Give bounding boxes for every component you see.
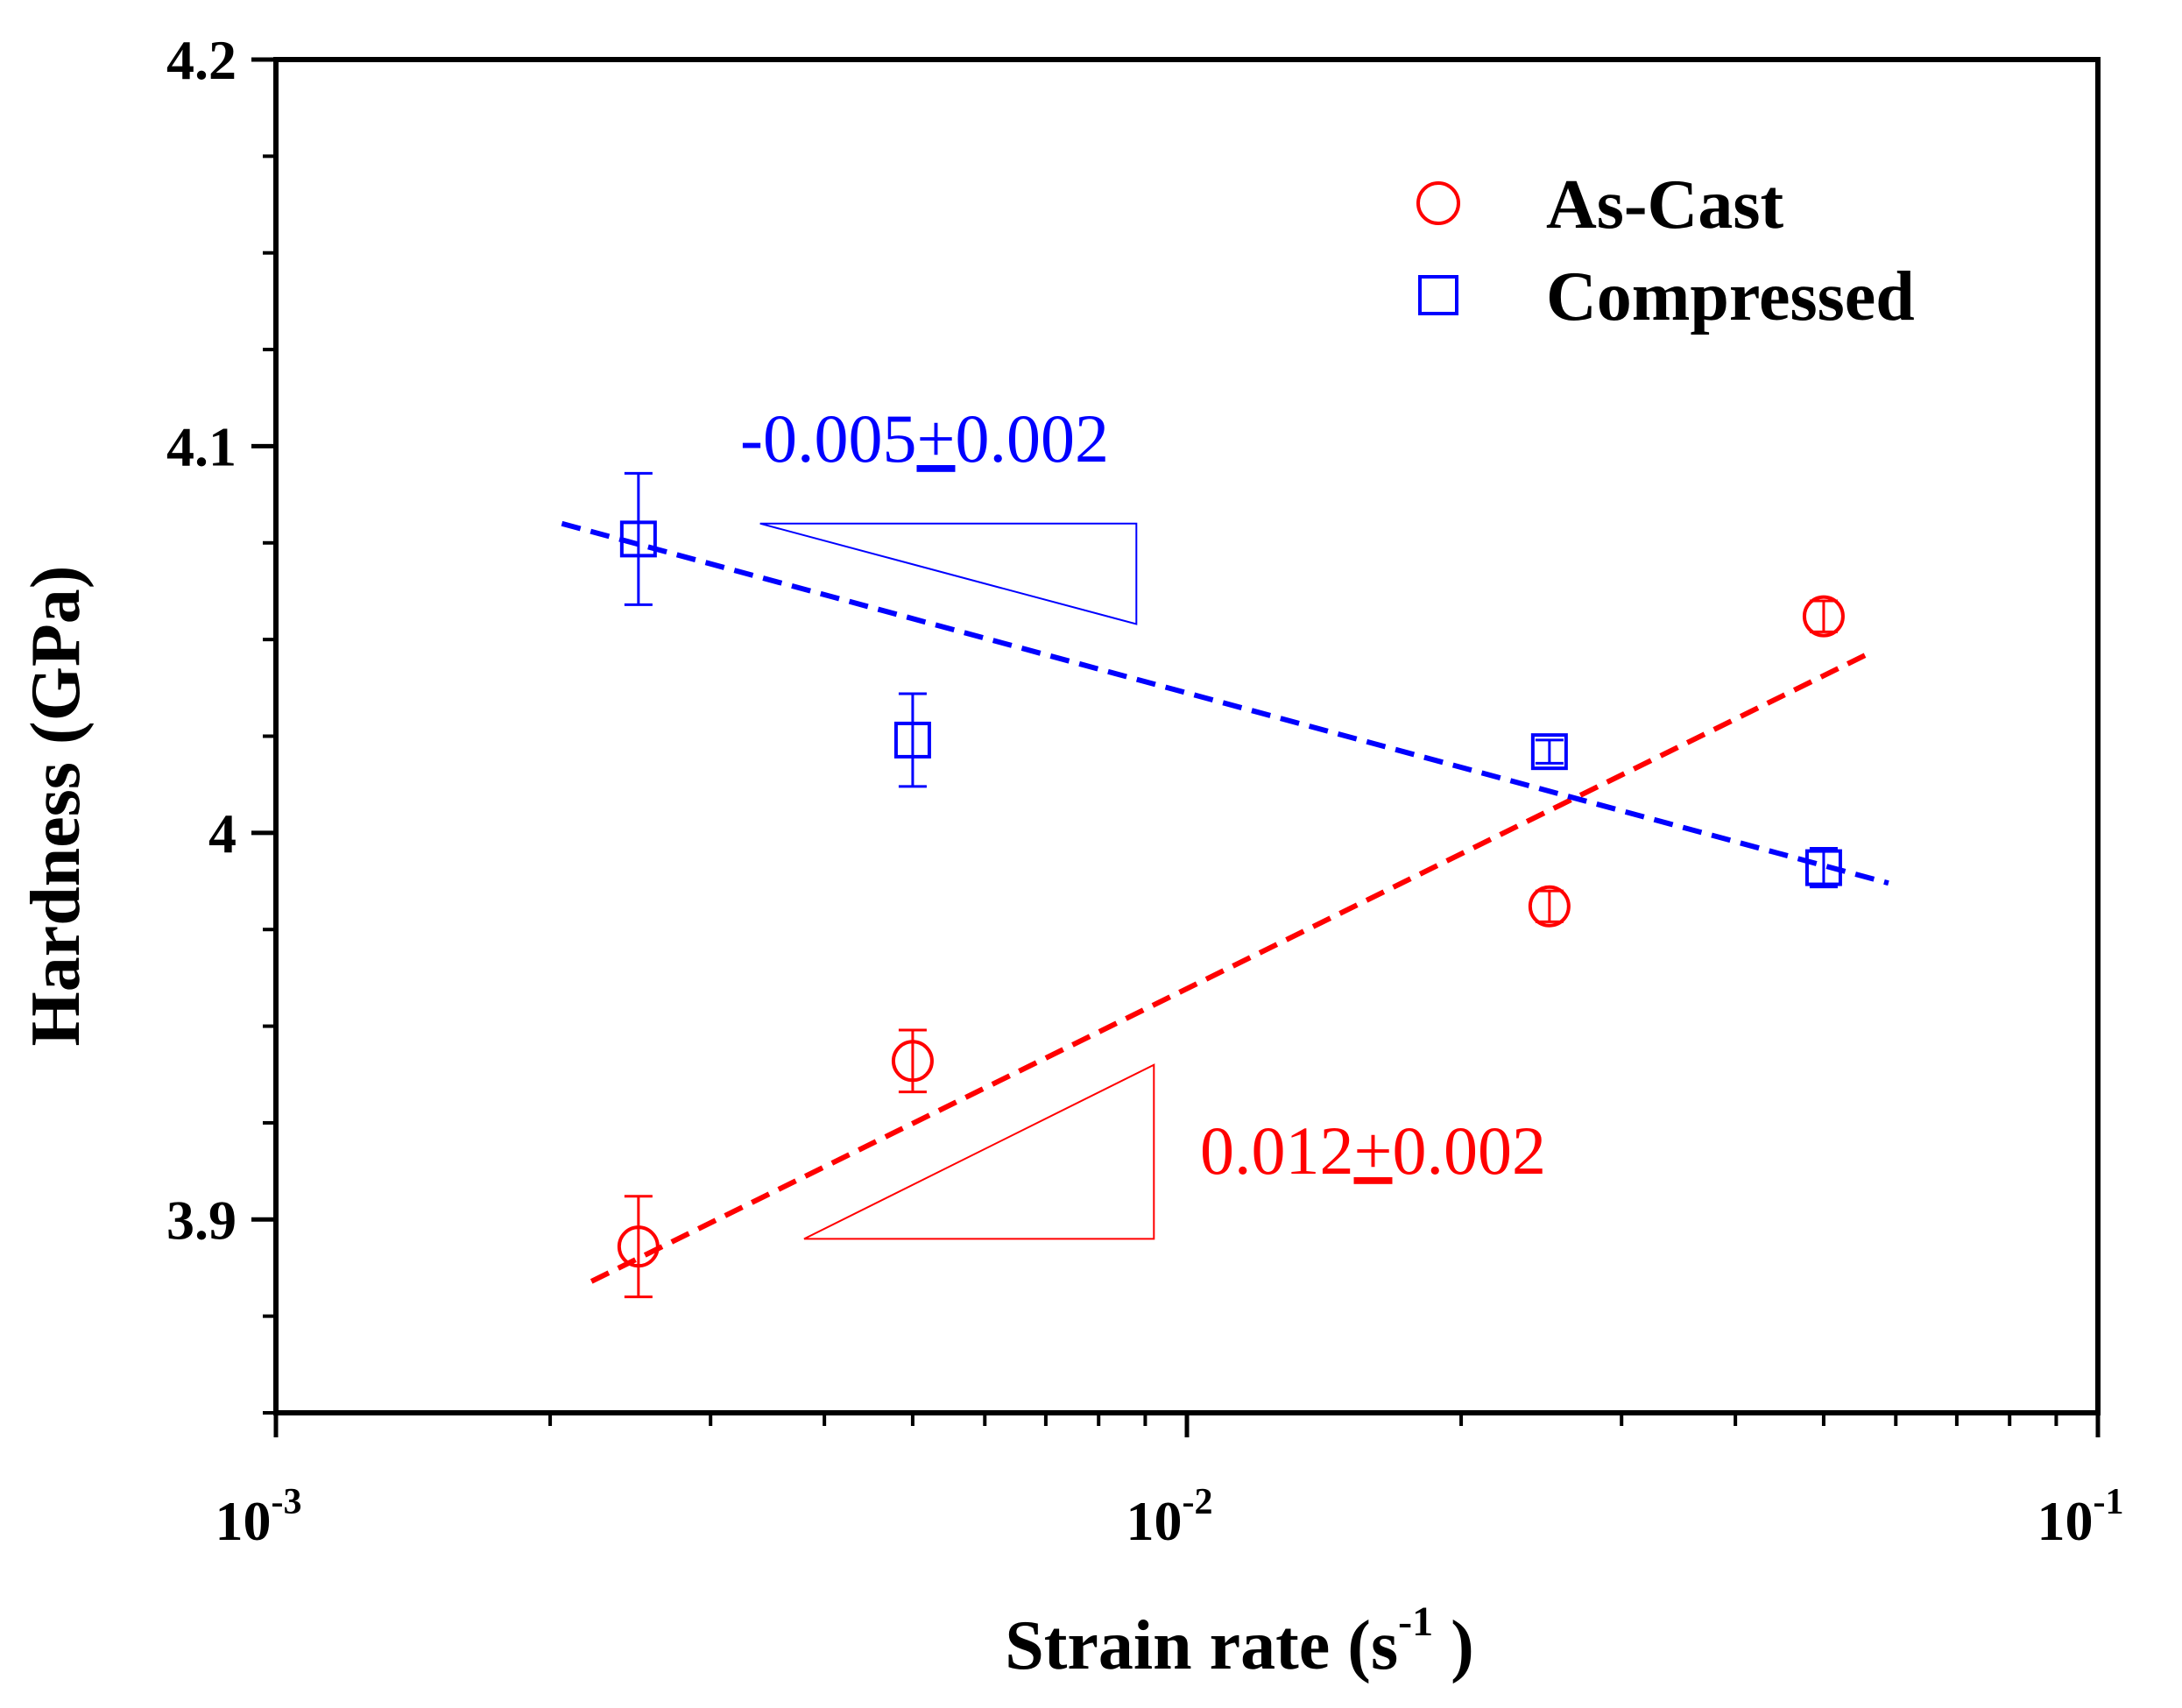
x-tick-label: 10-3 xyxy=(215,1482,302,1552)
compressed-slope-rest: 0.002 xyxy=(955,400,1109,476)
compressed-slope-pm: + xyxy=(916,400,955,476)
slope-triangles xyxy=(759,522,1155,1240)
as-cast-marker xyxy=(1528,885,1571,928)
x-tick-exp: -2 xyxy=(1183,1482,1213,1522)
y-tick-label: 4.1 xyxy=(166,415,237,477)
x-tick-base: 10 xyxy=(2037,1490,2094,1552)
legend-square-marker xyxy=(1418,275,1458,315)
legend-circle-marker xyxy=(1416,181,1460,225)
compressed-marker xyxy=(619,520,657,558)
x-tick-label: 10-2 xyxy=(1126,1482,1213,1552)
x-tick-exp: -3 xyxy=(272,1482,302,1522)
data-points xyxy=(617,471,1845,1299)
x-axis-title-main: Strain rate (s xyxy=(1005,1607,1398,1684)
legend-label-compressed: Compressed xyxy=(1546,258,1915,335)
compressed-slope-main: -0.005 xyxy=(740,400,916,476)
as-cast-data-point xyxy=(1802,595,1845,638)
x-tick-exp: -1 xyxy=(2094,1482,2124,1522)
compressed-slope-label: -0.005+0.002 xyxy=(740,400,1109,476)
x-axis-title-sup: -1 xyxy=(1398,1599,1433,1645)
x-axis-title-close: ) xyxy=(1433,1607,1474,1684)
legend-label-as-cast: As-Cast xyxy=(1546,166,1783,243)
y-tick-label: 4.2 xyxy=(166,29,237,91)
legend: As-Cast Compressed xyxy=(1416,166,1915,335)
x-tick-base: 10 xyxy=(1126,1490,1183,1552)
as-cast-slope-label: 0.012+0.002 xyxy=(1200,1112,1546,1189)
compressed-marker xyxy=(893,721,931,759)
as-cast-slope-triangle xyxy=(803,1063,1155,1240)
axes xyxy=(251,57,2101,1437)
as-cast-data-point xyxy=(1528,885,1571,928)
as-cast-slope-main: 0.012 xyxy=(1200,1112,1354,1189)
compressed-data-point xyxy=(893,692,931,788)
compressed-marker xyxy=(1804,849,1842,886)
x-axis-title: Strain rate (s-1 ) xyxy=(1005,1599,1473,1684)
as-cast-marker xyxy=(617,1225,660,1268)
as-cast-slope-rest: 0.002 xyxy=(1393,1112,1547,1189)
x-tick-label: 10-1 xyxy=(2037,1482,2124,1552)
y-tick-label: 3.9 xyxy=(166,1189,237,1251)
fit-lines xyxy=(561,520,1889,1284)
y-tick-label: 4 xyxy=(208,802,237,865)
as-cast-data-point xyxy=(617,1195,660,1299)
as-cast-marker xyxy=(1802,595,1845,638)
compressed-fit-line xyxy=(561,520,1889,886)
compressed-marker xyxy=(1530,733,1568,771)
as-cast-data-point xyxy=(891,1028,934,1094)
labels: 3.944.14.210-3 10-2 10-1 xyxy=(166,29,2124,1552)
compressed-data-point xyxy=(1804,847,1842,889)
y-axis-title: Hardness (GPa) xyxy=(18,566,95,1047)
compressed-data-point xyxy=(619,471,657,606)
compressed-slope-triangle xyxy=(759,522,1138,625)
x-tick-base: 10 xyxy=(215,1490,272,1552)
compressed-data-point xyxy=(1530,733,1568,771)
as-cast-slope-pm: + xyxy=(1354,1112,1393,1189)
as-cast-marker xyxy=(891,1040,934,1083)
